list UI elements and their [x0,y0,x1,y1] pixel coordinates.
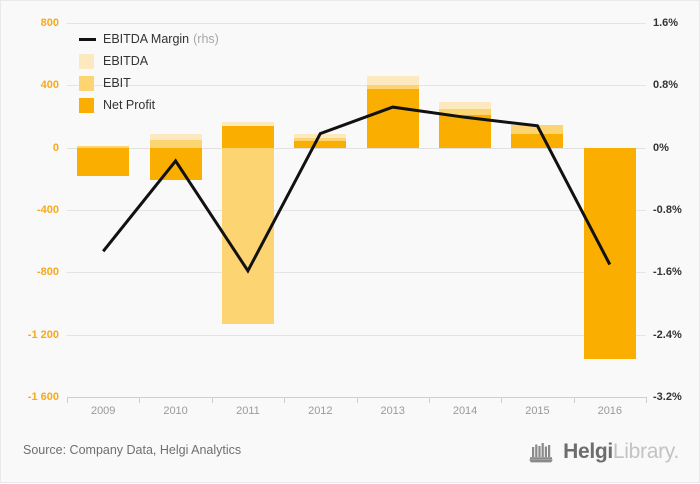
legend-line-swatch-icon [79,37,96,41]
bar-net-profit-2010 [149,147,202,180]
helgi-library-logo[interactable]: HelgiLibrary. [527,440,679,464]
x-axis-tick [211,397,213,403]
left-axis-tick-label: 0 [52,141,59,154]
legend-color-swatch-icon [79,53,94,69]
left-axis-tick-label: -800 [36,266,59,279]
x-axis-tick [428,397,430,403]
logo-text-primary: Helgi [563,440,613,463]
x-axis-label-2014: 2014 [452,405,478,417]
x-axis-tick [284,397,286,403]
x-axis-label-2009: 2009 [90,405,116,417]
bar-net-profit-2013 [366,89,419,148]
legend-label: EBITDA [103,54,149,68]
bar-net-profit-2009 [77,147,130,177]
source-note: Source: Company Data, Helgi Analytics [23,443,242,457]
legend-item-net-profit[interactable]: Net Profit [79,95,219,115]
x-axis-tick [501,397,503,403]
x-axis-tick [67,397,68,403]
logo-text-secondary: Library. [612,440,679,463]
x-axis-tick [573,397,575,403]
right-axis-tick-label: -3.2% [653,391,682,403]
chart-legend: EBITDA Margin (rhs) EBITDA EBIT Net Profit [79,29,219,117]
bar-net-profit-2011 [221,125,274,148]
gridline [67,210,646,211]
legend-label: EBIT [103,76,131,90]
x-axis-tick [646,397,647,403]
gridline [67,272,646,273]
legend-label-suffix: (rhs) [193,32,219,46]
legend-color-swatch-icon [79,75,94,91]
right-axis-tick-label: 0.8% [653,79,679,92]
x-axis-label-2010: 2010 [163,405,188,417]
bar-net-profit-2015 [511,134,564,148]
bar-net-profit-2014 [439,114,492,148]
x-axis-label-2012: 2012 [308,405,333,417]
left-axis-tick-label: -1 600 [27,391,59,403]
x-axis-tick [139,397,141,403]
left-axis-tick-label: 800 [40,17,59,29]
bar-ebit-2010 [149,139,202,148]
legend-item-ebit[interactable]: EBIT [79,73,219,93]
bar-ebit-2011 [221,147,274,324]
legend-label: EBITDA Margin [103,32,190,46]
gridline [67,85,646,86]
logo-text: HelgiLibrary. [563,440,679,464]
right-axis-tick-label: -0.8% [653,204,682,216]
gridline [67,335,646,336]
gridline [67,23,646,24]
x-axis-tick [356,397,358,403]
library-building-icon [527,441,557,463]
x-axis-label-2015: 2015 [525,405,550,417]
x-axis-label-2013: 2013 [380,405,405,417]
legend-item-ebitda-margin[interactable]: EBITDA Margin (rhs) [79,29,219,49]
right-axis-tick-label: -2.4% [653,328,682,341]
left-axis-tick-label: -400 [36,204,59,216]
legend-color-swatch-icon [79,97,94,113]
right-axis-tick-label: 1.6% [653,17,679,29]
legend-label: Net Profit [103,98,156,112]
right-axis-tick-label: -1.6% [653,266,682,279]
x-axis-label-2011: 2011 [236,405,260,417]
right-axis-tick-label: 0% [653,141,669,154]
bar-net-profit-2016 [583,147,636,359]
legend-item-ebitda[interactable]: EBITDA [79,51,219,71]
left-axis-tick-label: -1 200 [27,328,59,341]
bar-net-profit-2012 [294,140,347,148]
x-axis-label-2016: 2016 [597,405,623,417]
left-axis-tick-label: 400 [40,79,59,92]
